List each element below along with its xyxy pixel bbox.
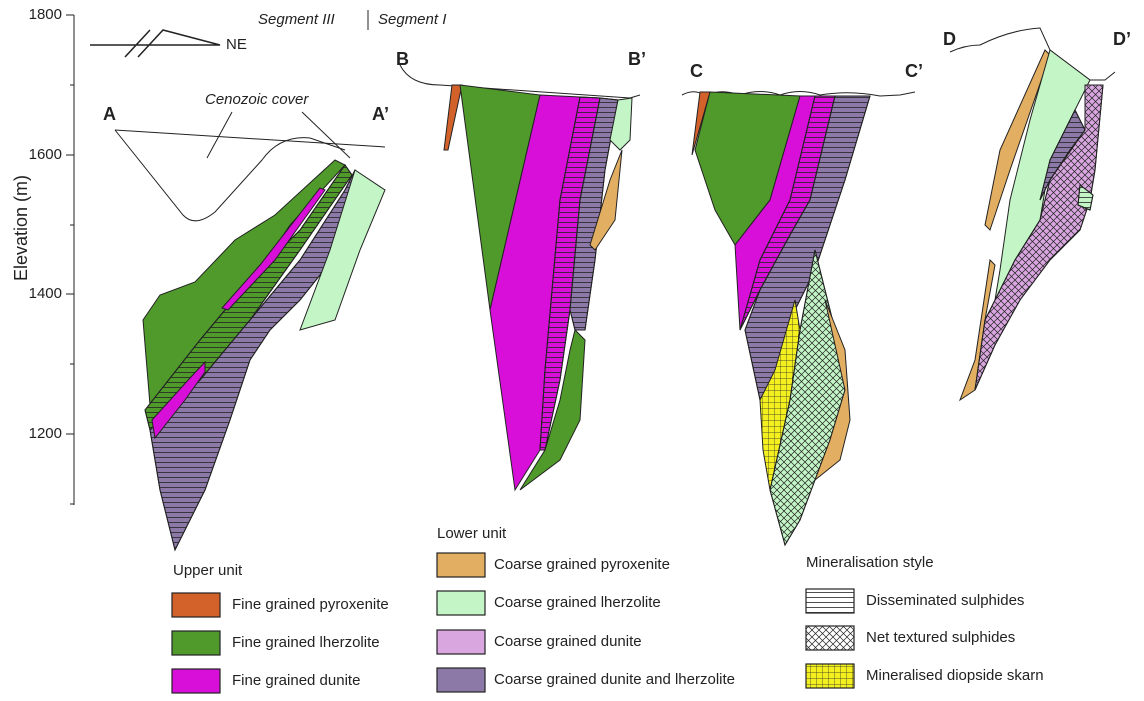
annotation: Cenozoic cover <box>205 91 309 108</box>
section-b <box>400 65 640 490</box>
legend-label: Disseminated sulphides <box>866 592 1024 609</box>
section-label: D <box>943 29 956 49</box>
section-label: B <box>396 49 409 69</box>
tick-label: 1600 <box>29 146 62 163</box>
legend-label: Coarse grained dunite and lherzolite <box>494 671 735 688</box>
cross-section-figure: 1800 1600 1400 1200 Elevation (m) Segmen… <box>0 0 1144 701</box>
legend-label: Coarse grained pyroxenite <box>494 556 670 573</box>
section-label: A <box>103 104 116 124</box>
section-label: C’ <box>905 61 923 81</box>
section-c <box>682 92 915 546</box>
legend-title: Upper unit <box>173 562 243 579</box>
section-label: B’ <box>628 49 646 69</box>
section-a <box>115 130 385 550</box>
legend-label: Fine grained dunite <box>232 672 360 689</box>
section-label: A’ <box>372 104 389 124</box>
legend-label: Mineralised diopside skarn <box>866 667 1044 684</box>
legend-label: Fine grained pyroxenite <box>232 596 389 613</box>
section-label: D’ <box>1113 29 1131 49</box>
tick-label: 1800 <box>29 6 62 23</box>
legend-label: Coarse grained dunite <box>494 633 642 650</box>
segment-label: Segment III <box>258 11 335 28</box>
legend-label: Net textured sulphides <box>866 629 1015 646</box>
annotation-pointer <box>207 112 350 158</box>
section-label: C <box>690 61 703 81</box>
north-arrow <box>90 30 220 57</box>
elevation-axis <box>66 15 74 505</box>
north-label: NE <box>226 36 247 53</box>
legend-title: Mineralisation style <box>806 554 934 571</box>
legend-label: Fine grained lherzolite <box>232 634 380 651</box>
section-d <box>950 28 1115 400</box>
tick-label: 1200 <box>29 425 62 442</box>
segment-label: Segment I <box>378 11 446 28</box>
tick-label: 1400 <box>29 285 62 302</box>
legend-label: Coarse grained lherzolite <box>494 594 661 611</box>
legend-title: Lower unit <box>437 525 507 542</box>
axis-label: Elevation (m) <box>11 175 31 281</box>
